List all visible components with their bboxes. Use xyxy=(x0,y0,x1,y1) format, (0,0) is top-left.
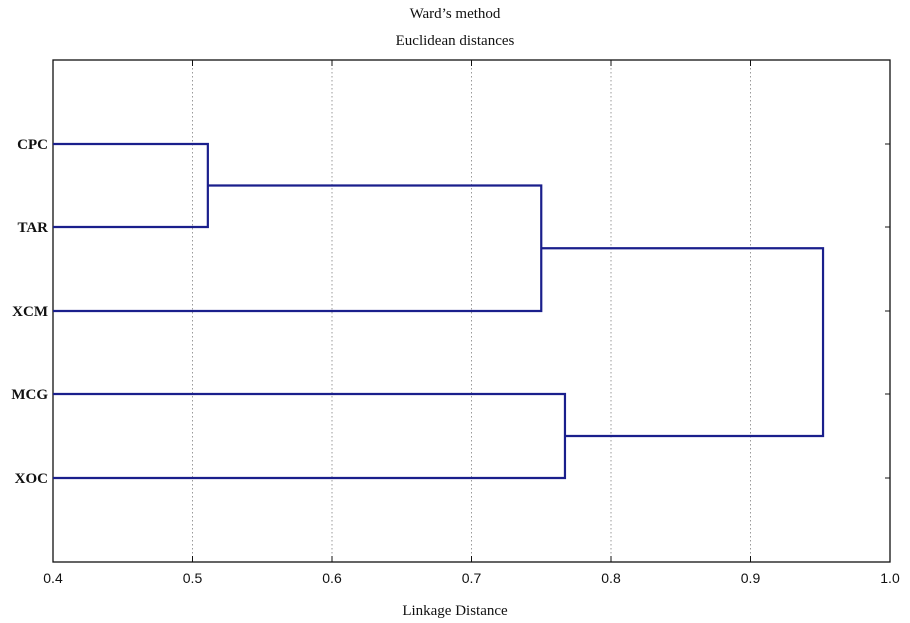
x-tick-label: 0.6 xyxy=(322,570,342,586)
x-axis-label: Linkage Distance xyxy=(402,603,508,619)
leaf-label: MCG xyxy=(11,387,48,403)
x-tick-label: 1.0 xyxy=(880,570,900,586)
leaf-label: XCM xyxy=(12,304,48,320)
dendrogram-link xyxy=(53,184,543,313)
x-tick-label: 0.4 xyxy=(43,570,63,586)
x-tick-label: 0.7 xyxy=(462,570,482,586)
chart-title: Ward’s method xyxy=(409,6,501,22)
chart-subtitle: Euclidean distances xyxy=(395,33,515,49)
leaf-label: XOC xyxy=(15,471,48,487)
x-tick-label: 0.9 xyxy=(741,570,761,586)
dendrogram-link xyxy=(541,247,825,438)
x-tick-label: 0.8 xyxy=(601,570,621,586)
dendrogram-link xyxy=(53,392,567,480)
dendrogram-link xyxy=(53,142,209,229)
x-tick-label: 0.5 xyxy=(183,570,203,586)
leaf-label: TAR xyxy=(17,220,48,236)
leaf-label: CPC xyxy=(17,137,48,153)
